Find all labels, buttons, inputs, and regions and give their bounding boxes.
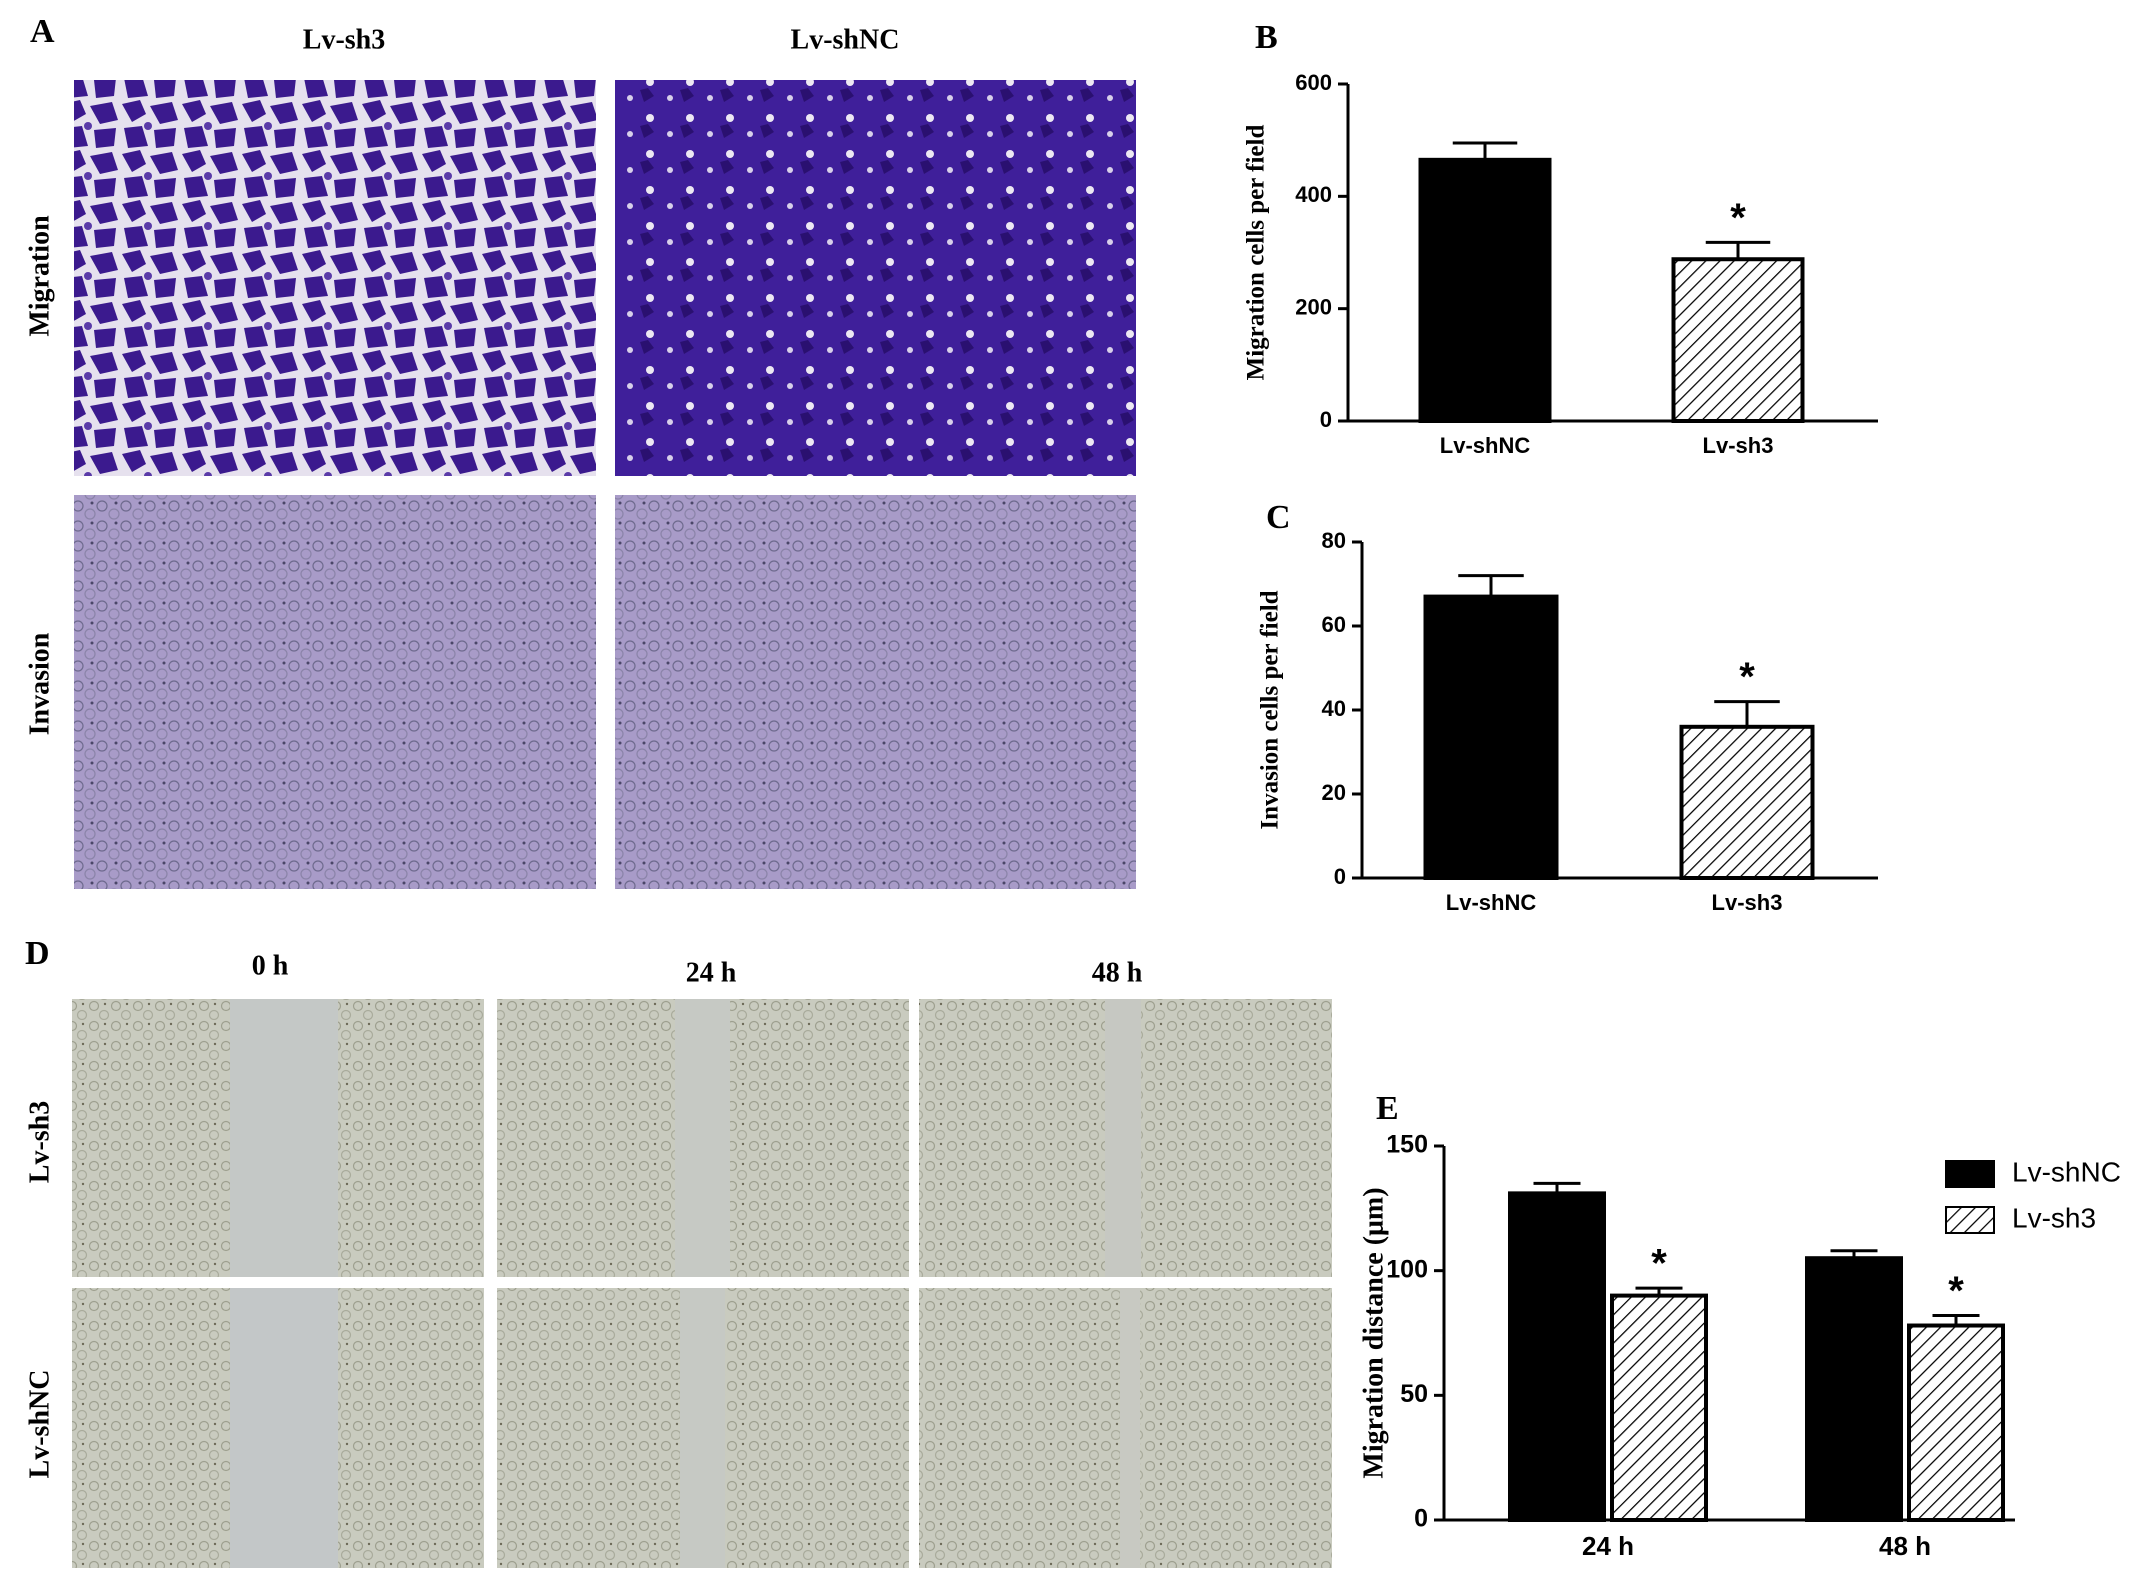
significance-mark: * <box>1739 655 1755 699</box>
bar <box>1418 157 1552 423</box>
column-label: Lv-sh3 <box>303 24 385 55</box>
column-label: Lv-shNC <box>791 24 900 55</box>
wound-gap <box>1105 999 1141 1277</box>
bar <box>1679 724 1815 880</box>
y-axis-title: Invasion cells per field <box>1257 590 1284 829</box>
y-tick-label: 40 <box>1322 696 1346 721</box>
x-tick-label: Lv-shNC <box>1446 890 1537 915</box>
wound-gap <box>230 999 338 1277</box>
x-tick-label: 48 h <box>1879 1531 1931 1561</box>
bar <box>1907 1323 2005 1523</box>
legend-label: Lv-shNC <box>2012 1156 2121 1187</box>
x-tick-label: Lv-shNC <box>1440 433 1531 458</box>
y-tick-label: 50 <box>1400 1380 1428 1408</box>
y-tick-label: 0 <box>1320 407 1332 432</box>
y-axis-title: Migration cells per field <box>1243 125 1270 381</box>
wound-gap <box>230 1288 338 1568</box>
wound-gap <box>675 999 730 1277</box>
row-label: Invasion <box>24 632 55 735</box>
micrograph <box>74 80 596 476</box>
y-tick-label: 0 <box>1334 864 1346 889</box>
panel-label: E <box>1376 1090 1399 1127</box>
micrograph <box>74 495 596 889</box>
wound-gap <box>680 1288 725 1568</box>
row-label: Lv-shNC <box>24 1370 55 1479</box>
x-tick-label: Lv-sh3 <box>1703 433 1774 458</box>
y-axis-title: Migration distance (μm) <box>1358 1187 1389 1478</box>
x-tick-label: 24 h <box>1582 1531 1634 1561</box>
panel-label: D <box>25 935 50 972</box>
legend-swatch <box>1945 1206 1995 1234</box>
significance-mark: * <box>1651 1242 1667 1286</box>
bar <box>1508 1191 1606 1522</box>
x-tick-label: Lv-sh3 <box>1712 890 1783 915</box>
bar <box>1423 594 1559 880</box>
wound-gap <box>1120 1288 1140 1568</box>
y-tick-label: 200 <box>1295 294 1332 319</box>
y-tick-label: 0 <box>1414 1505 1428 1533</box>
significance-mark: * <box>1948 1269 1964 1313</box>
significance-mark: * <box>1730 196 1746 240</box>
column-label: 0 h <box>252 950 289 981</box>
bar <box>1610 1293 1708 1522</box>
y-tick-label: 20 <box>1322 780 1346 805</box>
bar <box>1671 257 1805 423</box>
column-label: 48 h <box>1092 957 1143 988</box>
y-tick-label: 60 <box>1322 612 1346 637</box>
y-tick-label: 80 <box>1322 528 1346 553</box>
bar <box>1805 1256 1903 1522</box>
wound-images <box>72 999 1332 1568</box>
micrograph <box>615 80 1136 476</box>
y-tick-label: 150 <box>1386 1131 1428 1159</box>
panel-label: B <box>1255 19 1278 56</box>
panel-label: C <box>1266 499 1291 536</box>
y-tick-label: 600 <box>1295 70 1332 95</box>
y-tick-label: 100 <box>1386 1255 1428 1283</box>
row-label: Migration <box>24 215 55 337</box>
y-tick-label: 400 <box>1295 182 1332 207</box>
row-label: Lv-sh3 <box>24 1101 55 1183</box>
column-label: 24 h <box>686 957 737 988</box>
panel-label: A <box>30 13 55 50</box>
legend-label: Lv-sh3 <box>2012 1202 2096 1233</box>
legend-swatch <box>1945 1160 1995 1188</box>
micrograph <box>615 495 1136 889</box>
